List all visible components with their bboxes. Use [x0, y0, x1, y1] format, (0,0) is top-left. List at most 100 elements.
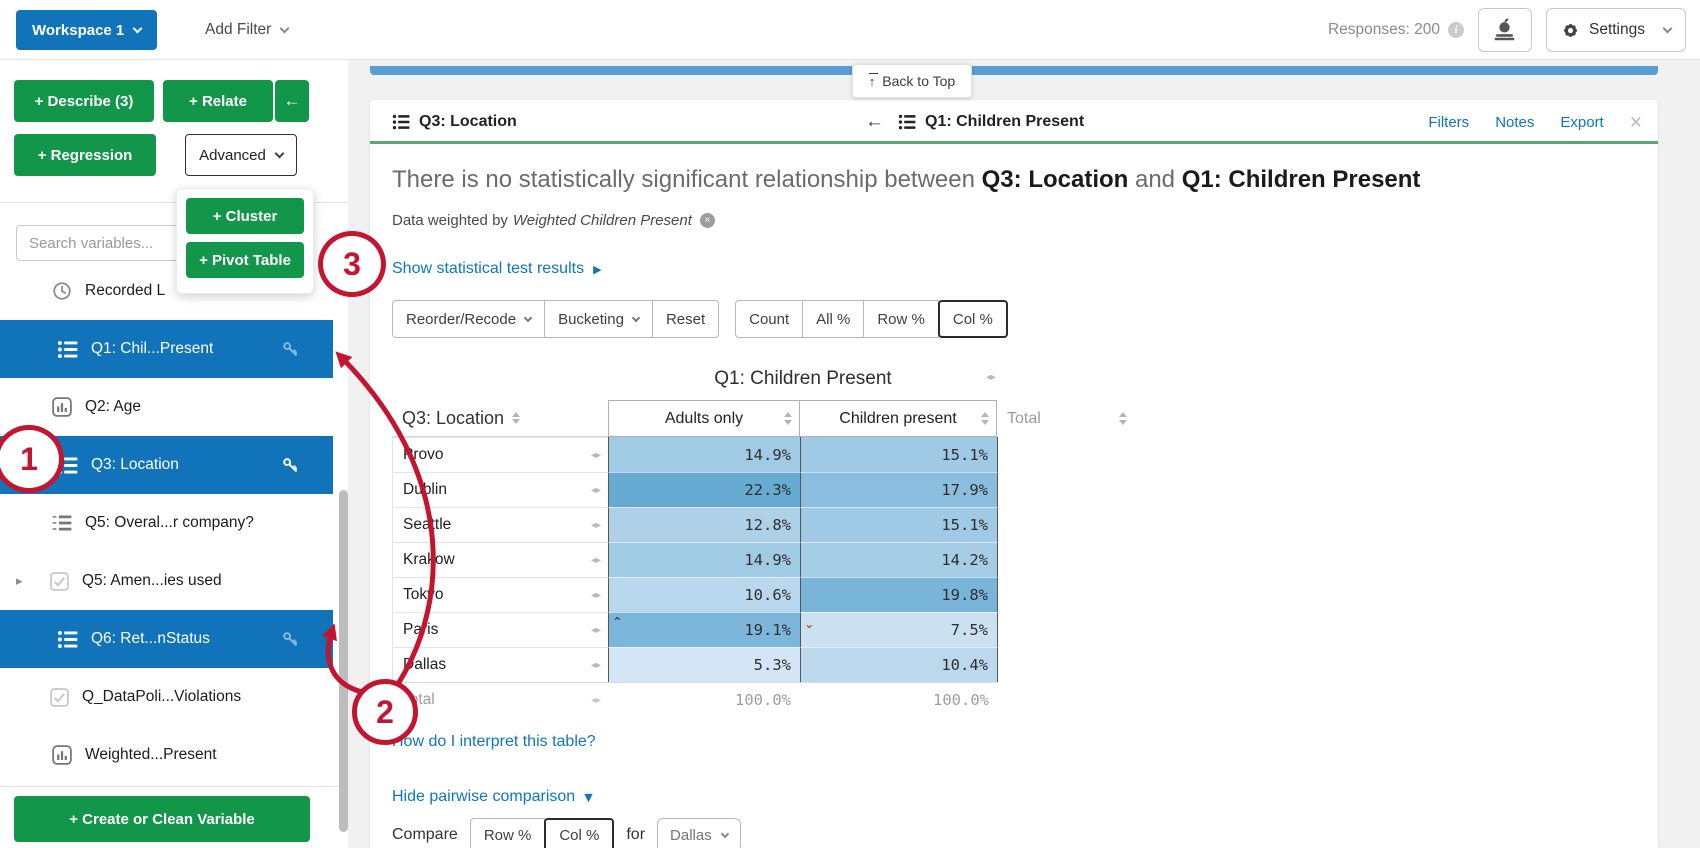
button-reset[interactable]: Reset — [651, 300, 720, 338]
advanced-dropdown-button[interactable]: Advanced — [185, 134, 297, 176]
export-link[interactable]: Export — [1560, 113, 1604, 131]
row-label[interactable]: Krakow ◂▸ — [392, 542, 608, 577]
button-row[interactable]: Row % — [469, 818, 546, 848]
table-cell[interactable]: 17.9% — [800, 472, 998, 507]
column-resize-icon[interactable]: ◂▸ — [590, 554, 601, 566]
table-cell[interactable]: 14.9% — [608, 542, 800, 577]
row-label[interactable]: Provo ◂▸ — [392, 437, 608, 472]
show-statistical-test-results-link[interactable]: Show statistical test results ▶ — [392, 260, 602, 278]
table-cell[interactable]: 22.3% — [608, 472, 800, 507]
remove-weight-icon[interactable]: × — [699, 213, 715, 228]
analysis-card: Q3: Location ← Q1: Children Present Filt… — [370, 100, 1658, 848]
describe-button[interactable]: + Describe (3) — [14, 80, 154, 122]
notes-link[interactable]: Notes — [1495, 113, 1535, 131]
total-cell — [998, 507, 1138, 542]
learning-center-button[interactable] — [1477, 8, 1532, 52]
info-icon[interactable]: i — [1447, 22, 1464, 38]
advanced-menu-cluster-button[interactable]: + Cluster — [186, 198, 304, 234]
row-label-text: Dallas — [403, 656, 447, 673]
sort-icon[interactable] — [784, 412, 792, 425]
close-icon[interactable]: × — [1629, 110, 1642, 134]
variable-item[interactable]: Q1: Chil...Present — [0, 320, 333, 378]
back-to-top-button[interactable]: ↑ Back to Top — [852, 64, 972, 98]
row-label[interactable]: Paris ◂▸ — [392, 612, 608, 647]
total-cell — [998, 472, 1138, 507]
table-cell[interactable]: 12.8% — [608, 507, 800, 542]
compare-category-select[interactable]: Dallas — [657, 818, 741, 848]
variable-item[interactable]: Weighted...Present — [0, 726, 333, 784]
row-label[interactable]: Dublin ◂▸ — [392, 472, 608, 507]
table-cell[interactable]: 10.4% — [800, 647, 998, 682]
sort-icon[interactable] — [512, 411, 521, 425]
table-cell[interactable]: ^ 7.5% — [800, 612, 998, 647]
row-label[interactable]: Seattle ◂▸ — [392, 507, 608, 542]
variable-item[interactable]: Q6: Ret...nStatus — [0, 610, 333, 668]
table-cell[interactable]: 14.9% — [608, 437, 800, 472]
column-header[interactable]: Adults only — [608, 400, 800, 437]
button-reorder-recode[interactable]: Reorder/Recode — [392, 300, 546, 338]
row-label-text: Provo — [403, 446, 444, 463]
button-bucketing[interactable]: Bucketing — [544, 300, 653, 338]
variable-item[interactable]: Q3: Location — [0, 436, 333, 494]
table-cell[interactable]: 14.2% — [800, 542, 998, 577]
create-or-clean-variable-button[interactable]: + Create or Clean Variable — [14, 796, 310, 842]
variable-item[interactable]: ▸ Q5: Amen...ies used — [0, 552, 333, 610]
table-cell[interactable]: 15.1% — [800, 437, 998, 472]
column-header-label: Adults only — [664, 409, 744, 427]
interpret-table-link[interactable]: How do I interpret this table? — [392, 733, 596, 751]
sort-icon[interactable] — [1119, 412, 1127, 425]
total-cell — [998, 577, 1138, 612]
cell-value: 17.9% — [941, 481, 988, 499]
add-filter-dropdown[interactable]: Add Filter — [205, 0, 290, 60]
button-all[interactable]: All % — [802, 300, 865, 338]
table-cell[interactable]: 5.3% — [608, 647, 800, 682]
button-col[interactable]: Col % — [544, 818, 615, 848]
column-resize-icon[interactable]: ◂▸ — [590, 519, 601, 531]
advanced-menu-pivot-table-button[interactable]: + Pivot Table — [186, 242, 304, 278]
variable-item[interactable]: Q2: Age — [0, 378, 333, 436]
variable-item[interactable]: Q_DataPoli...Violations — [0, 668, 333, 726]
checkbox-icon[interactable] — [50, 571, 69, 591]
row-label[interactable]: Dallas ◂▸ — [392, 647, 608, 682]
cell-value: 10.6% — [744, 586, 791, 604]
column-resize-icon[interactable]: ◂▸ — [590, 449, 601, 461]
table-cell[interactable]: 15.1% — [800, 507, 998, 542]
settings-button[interactable]: Settings — [1545, 8, 1686, 52]
cell-value: 100.0% — [735, 691, 791, 709]
table-caption: Q1: Children Present ◂▸ — [608, 368, 998, 390]
column-resize-icon[interactable]: ◂▸ — [985, 372, 996, 383]
column-resize-icon[interactable]: ◂▸ — [590, 624, 601, 636]
row-variable-header[interactable]: Q3: Location — [392, 400, 608, 437]
workspace-button[interactable]: Workspace 1 — [16, 10, 158, 50]
table-cell[interactable]: 19.8% — [800, 577, 998, 612]
regression-button[interactable]: + Regression — [14, 134, 156, 176]
sidebar-scrollbar-thumb[interactable] — [339, 490, 348, 832]
swap-back-arrow[interactable]: ← — [865, 111, 884, 132]
checkbox-icon[interactable] — [50, 687, 69, 707]
table-row: Seattle ◂▸ 12.8% 15.1% — [392, 507, 1152, 542]
column-resize-icon[interactable]: ◂▸ — [590, 589, 601, 601]
sort-icon[interactable] — [981, 412, 989, 425]
chevron-down-icon — [720, 829, 729, 839]
relate-button[interactable]: + Relate — [163, 80, 273, 122]
total-cell — [998, 647, 1138, 682]
total-value-cell: 100.0% — [608, 682, 800, 717]
ordered-list-icon — [52, 513, 72, 533]
total-column-header[interactable]: Total — [997, 400, 1137, 437]
hide-pairwise-comparison-link[interactable]: Hide pairwise comparison ▼ — [392, 788, 593, 806]
variable-item[interactable]: Q5: Overal...r company? — [0, 494, 333, 552]
bar-chart-icon — [52, 397, 72, 417]
button-count[interactable]: Count — [735, 300, 804, 338]
column-resize-icon[interactable]: ◂▸ — [590, 659, 601, 671]
button-row[interactable]: Row % — [863, 300, 939, 338]
table-cell[interactable]: ^ 19.1% — [608, 612, 800, 647]
column-resize-icon[interactable]: ◂▸ — [590, 694, 601, 706]
button-col[interactable]: Col % — [937, 300, 1008, 338]
expand-chevron-icon[interactable]: ▸ — [16, 573, 23, 589]
table-cell[interactable]: 10.6% — [608, 577, 800, 612]
collapse-sidebar-button[interactable]: ← — [275, 80, 309, 122]
column-resize-icon[interactable]: ◂▸ — [590, 484, 601, 496]
column-header[interactable]: Children present — [799, 400, 997, 437]
filters-link[interactable]: Filters — [1428, 113, 1470, 131]
row-label[interactable]: Tokyo ◂▸ — [392, 577, 608, 612]
